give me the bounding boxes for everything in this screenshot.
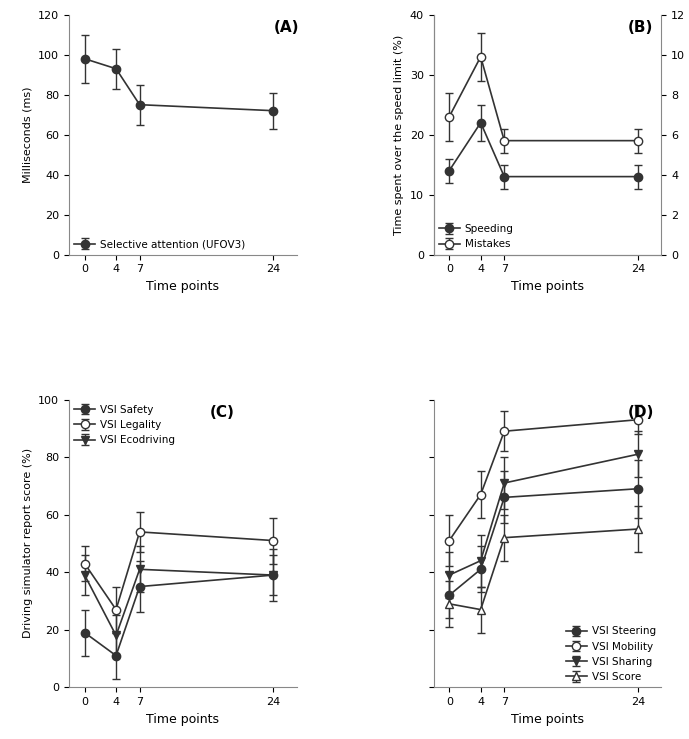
X-axis label: Time points: Time points [511, 280, 584, 293]
X-axis label: Time points: Time points [146, 712, 219, 726]
Text: (C): (C) [210, 405, 235, 420]
Text: (A): (A) [274, 19, 300, 35]
Y-axis label: Milliseconds (ms): Milliseconds (ms) [23, 86, 32, 183]
Y-axis label: Driving simulator report score (%): Driving simulator report score (%) [23, 449, 32, 638]
Legend: Selective attention (UFOV3): Selective attention (UFOV3) [74, 239, 245, 249]
Legend: Speeding, Mistakes: Speeding, Mistakes [439, 224, 514, 249]
Legend: VSI Steering, VSI Mobility, VSI Sharing, VSI Score: VSI Steering, VSI Mobility, VSI Sharing,… [566, 627, 656, 682]
X-axis label: Time points: Time points [511, 712, 584, 726]
X-axis label: Time points: Time points [146, 280, 219, 293]
Legend: VSI Safety, VSI Legality, VSI Ecodriving: VSI Safety, VSI Legality, VSI Ecodriving [74, 405, 175, 445]
Text: (D): (D) [627, 405, 654, 420]
Y-axis label: Time spent over the speed limit (%): Time spent over the speed limit (%) [394, 35, 404, 235]
Text: (B): (B) [627, 19, 652, 35]
